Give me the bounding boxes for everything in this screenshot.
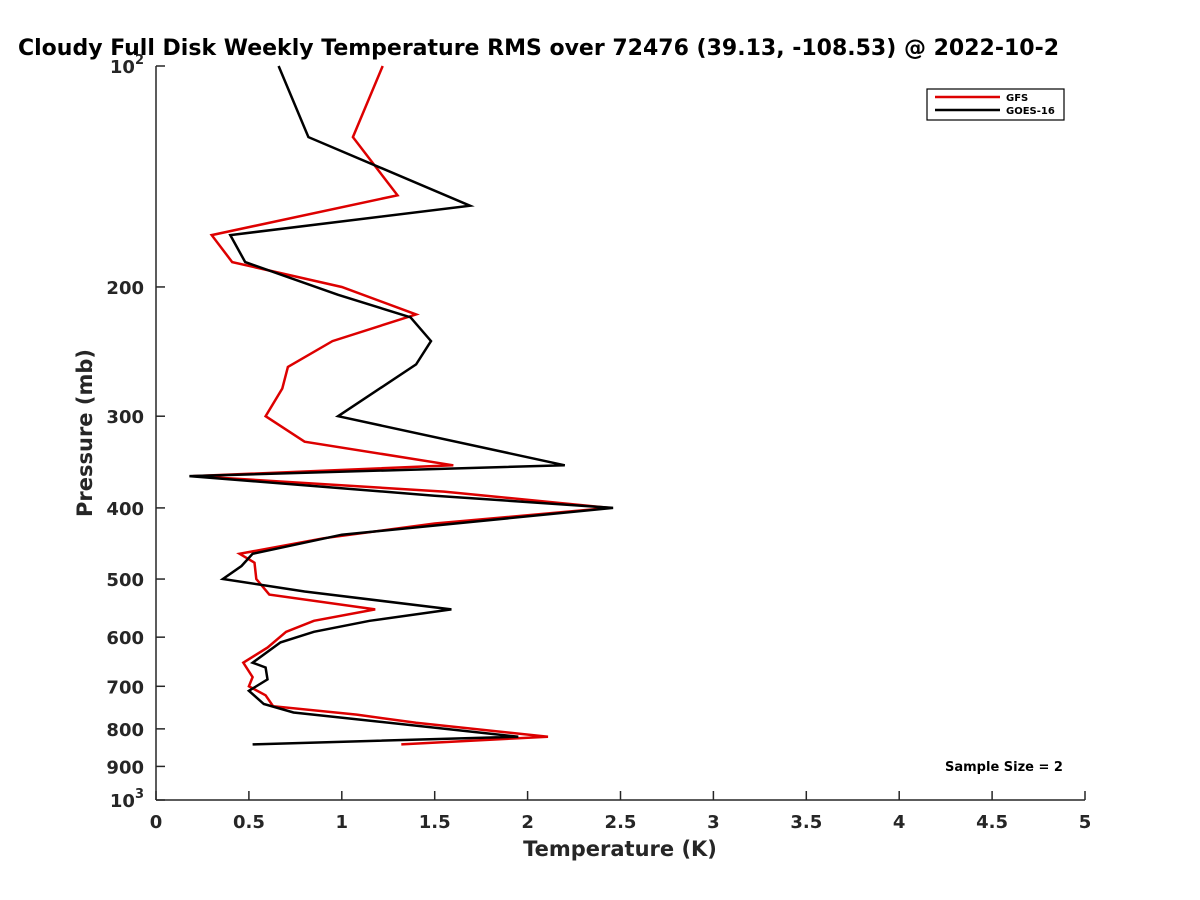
y-tick-label: 600 [106, 628, 144, 649]
x-tick-label: 2.5 [605, 812, 637, 833]
chart-title: Cloudy Full Disk Weekly Temperature RMS … [18, 36, 1059, 61]
series-line-goes16 [189, 65, 614, 746]
legend-label-goes16: GOES-16 [1006, 106, 1055, 117]
series-lines [189, 65, 614, 746]
y-tick-label: 103 [110, 787, 144, 812]
y-tick-label: 800 [106, 720, 144, 741]
legend-box [926, 88, 1065, 121]
series-line-gfs [193, 65, 610, 746]
x-ticks: 0 0.5 1 1.5 2 2.5 3 3.5 4 4.5 5 [150, 791, 1092, 833]
x-axis-label: Temperature (K) [523, 837, 717, 861]
sample-size-annotation: Sample Size = 2 [945, 760, 1063, 775]
plot-area: 0 0.5 1 1.5 2 2.5 3 3.5 4 4.5 5 102 200 300 400 500 600… [106, 53, 1091, 833]
y-tick-label: 900 [106, 757, 144, 778]
y-ticks: 102 200 300 400 500 600 700 800 900 103 [106, 53, 165, 812]
x-tick-label: 3.5 [790, 812, 822, 833]
x-tick-label: 1 [336, 812, 349, 833]
x-tick-label: 4 [893, 812, 906, 833]
y-tick-label: 400 [106, 499, 144, 520]
x-tick-label: 0.5 [233, 812, 265, 833]
y-tick-label: 700 [106, 677, 144, 698]
x-tick-label: 5 [1079, 812, 1092, 833]
legend: GFS GOES-16 [926, 88, 1065, 121]
legend-label-gfs: GFS [1006, 93, 1028, 104]
x-tick-label: 3 [707, 812, 720, 833]
y-tick-label: 300 [106, 407, 144, 428]
y-tick-label: 102 [110, 53, 144, 78]
x-tick-label: 2 [521, 812, 534, 833]
x-tick-label: 1.5 [419, 812, 451, 833]
x-tick-label: 0 [150, 812, 163, 833]
x-tick-label: 4.5 [976, 812, 1008, 833]
y-axis-label: Pressure (mb) [73, 349, 97, 517]
y-tick-label: 200 [106, 278, 144, 299]
y-tick-label: 500 [106, 570, 144, 591]
